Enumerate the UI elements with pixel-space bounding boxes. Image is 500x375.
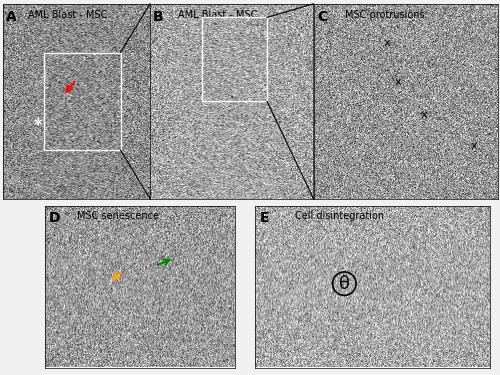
- Text: x: x: [470, 141, 477, 151]
- Text: AML Blast - MSC: AML Blast - MSC: [28, 10, 107, 20]
- Text: x: x: [420, 110, 427, 120]
- Text: MSC senescence: MSC senescence: [78, 211, 160, 221]
- Text: x: x: [384, 38, 390, 48]
- Text: *: *: [34, 117, 42, 135]
- Text: MSC protrusions: MSC protrusions: [345, 10, 424, 20]
- Text: x: x: [395, 77, 402, 87]
- Text: C: C: [317, 10, 328, 24]
- Text: B: B: [153, 10, 164, 24]
- Text: Cell disintegration: Cell disintegration: [295, 211, 384, 221]
- Text: D: D: [49, 211, 60, 225]
- Text: AML Blast - MSC: AML Blast - MSC: [178, 10, 257, 20]
- Text: A: A: [6, 10, 16, 24]
- Text: E: E: [260, 211, 269, 225]
- Text: θ: θ: [339, 274, 350, 292]
